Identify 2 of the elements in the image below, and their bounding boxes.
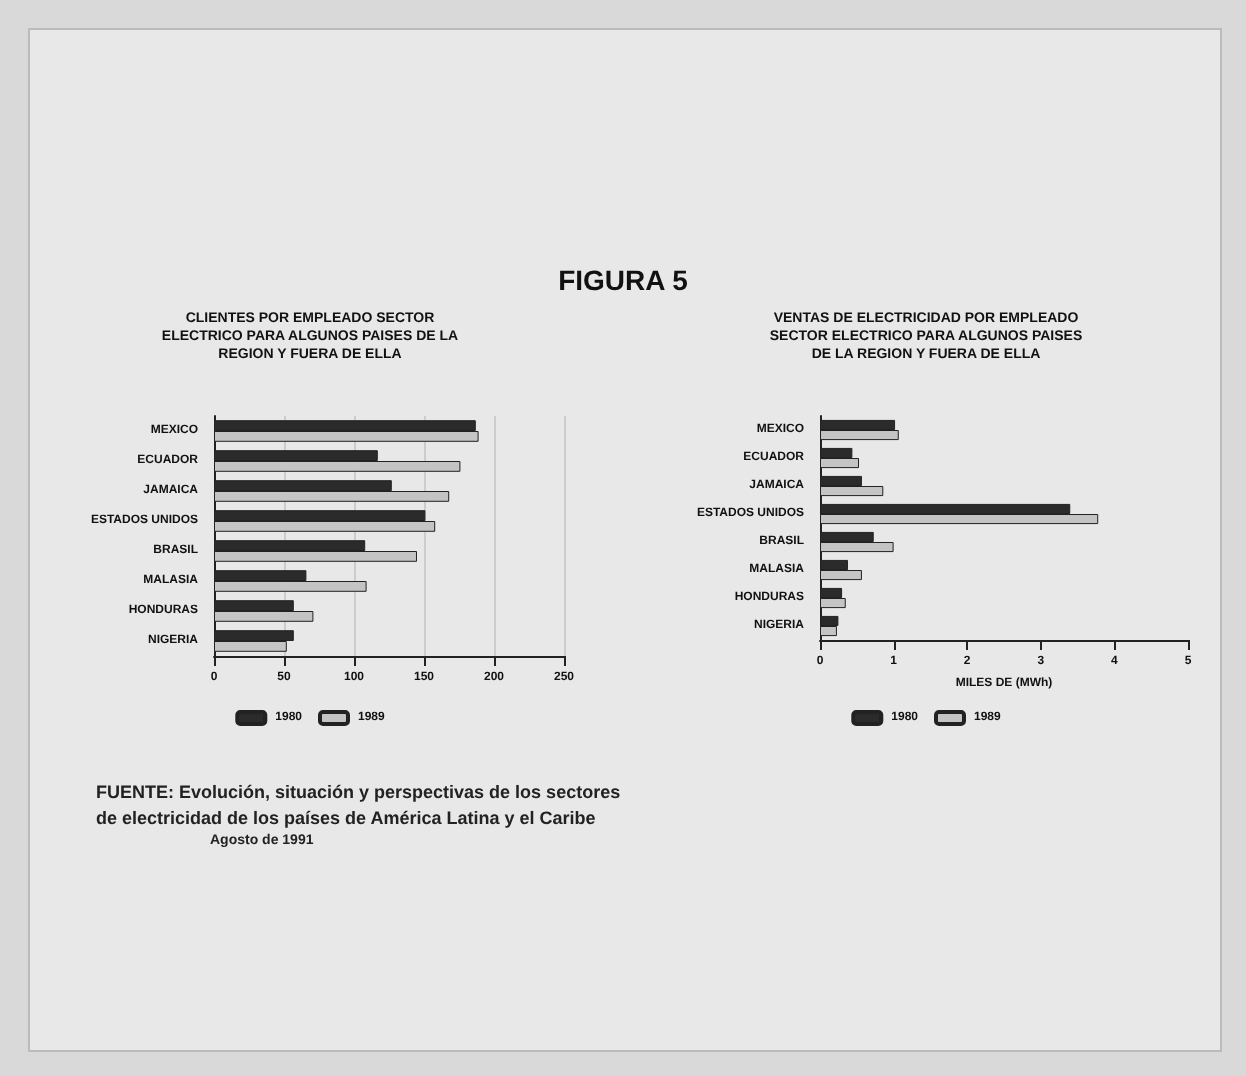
text: FIGURA 5 — [556, 264, 690, 296]
source-note: FUENTE: Evolución, situación y perspectivas de los sectores de electricidad de los países de América Latina y el Caribe — [96, 780, 621, 832]
